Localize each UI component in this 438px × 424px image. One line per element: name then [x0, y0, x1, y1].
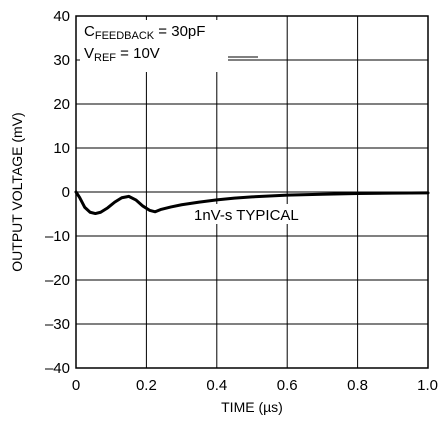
typical-label-mask — [190, 204, 308, 224]
x-axis-label: TIME (µs) — [221, 399, 283, 415]
x-tick-label: 0 — [72, 377, 80, 394]
x-tick-label: 0.8 — [347, 377, 368, 394]
x-tick-label: 0.2 — [136, 377, 157, 394]
typical-annotation: 1nV-s TYPICAL — [194, 207, 299, 224]
y-tick-label: 40 — [53, 8, 70, 25]
x-tick-label: 0.4 — [206, 377, 227, 394]
x-tick-labels: 0 0.2 0.4 0.6 0.8 1.0 — [72, 377, 438, 394]
y-tick-labels: –40 –30 –20 –10 0 10 20 30 40 — [45, 8, 70, 377]
y-tick-label: 0 — [62, 184, 70, 201]
y-tick-label: –40 — [45, 360, 70, 377]
output-voltage-series — [74, 190, 430, 216]
vref-annotation: VREF = 10V — [84, 45, 160, 64]
y-tick-label: 20 — [53, 96, 70, 113]
x-tick-label: 1.0 — [417, 377, 438, 394]
y-tick-label: 10 — [53, 140, 70, 157]
y-tick-label: –10 — [45, 228, 70, 245]
y-tick-label: 30 — [53, 52, 70, 69]
y-tick-label: –20 — [45, 272, 70, 289]
y-axis-label: OUTPUT VOLTAGE (mV) — [9, 112, 25, 271]
x-tick-label: 0.6 — [277, 377, 298, 394]
annotation-mask — [80, 20, 228, 72]
y-tick-label: –30 — [45, 316, 70, 333]
cfeedback-annotation: CFEEDBACK = 30pF — [84, 23, 205, 42]
